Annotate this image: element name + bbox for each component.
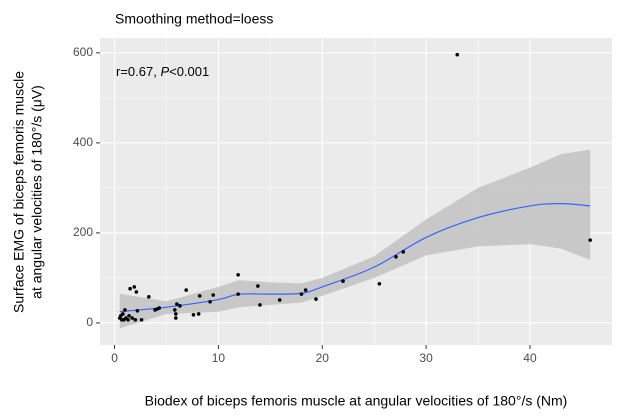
data-point xyxy=(299,292,304,296)
smooth-line xyxy=(119,203,591,313)
data-point xyxy=(196,312,201,316)
data-point xyxy=(175,302,179,306)
data-point xyxy=(130,316,134,320)
data-point xyxy=(258,303,262,307)
data-point xyxy=(208,299,212,304)
data-point xyxy=(174,312,178,316)
data-point xyxy=(128,286,132,291)
annotation-text: r=0.67, xyxy=(116,64,160,79)
data-point xyxy=(314,297,318,301)
annotation-text: <0.001 xyxy=(169,64,209,79)
y-tick-label: 200 xyxy=(73,225,93,239)
data-point xyxy=(139,317,144,322)
data-point xyxy=(134,290,139,294)
data-point xyxy=(172,308,177,312)
data-point xyxy=(126,317,130,322)
annotation-italic: P xyxy=(160,64,169,79)
data-point xyxy=(174,316,178,320)
chart-title: Smoothing method=loess xyxy=(115,11,273,27)
data-point xyxy=(135,308,140,313)
data-point xyxy=(303,288,308,292)
data-point xyxy=(236,272,240,277)
data-point xyxy=(197,294,202,298)
y-tick-label: 0 xyxy=(86,315,93,329)
data-point xyxy=(401,250,406,254)
x-tick-label: 30 xyxy=(419,351,433,365)
data-point xyxy=(184,288,188,292)
y-tick-label: 600 xyxy=(73,45,93,59)
data-point xyxy=(121,312,125,316)
data-point xyxy=(211,293,216,297)
data-point xyxy=(191,313,196,317)
x-axis-label: Biodex of biceps femoris muscle at angul… xyxy=(145,393,568,409)
x-tick-label: 20 xyxy=(316,351,330,365)
data-point xyxy=(588,238,592,242)
x-tick-label: 10 xyxy=(212,351,226,365)
data-point xyxy=(277,298,282,302)
data-point xyxy=(133,317,138,322)
data-point xyxy=(256,284,260,288)
confidence-band xyxy=(119,149,591,329)
data-point xyxy=(178,304,182,308)
data-point xyxy=(341,279,345,283)
data-point xyxy=(455,52,460,57)
data-point xyxy=(123,308,127,312)
y-axis-label: Surface EMG of biceps femoris muscle xyxy=(11,71,27,313)
y-axis-label: at angular velocities of 180°/s (μV) xyxy=(29,85,45,299)
data-point xyxy=(394,254,398,259)
data-point xyxy=(127,313,131,318)
x-tick-label: 0 xyxy=(111,351,118,365)
data-point xyxy=(377,281,382,286)
y-tick-label: 400 xyxy=(73,135,93,149)
data-point xyxy=(132,285,137,289)
x-tick-label: 40 xyxy=(523,351,537,365)
data-point xyxy=(157,306,161,310)
data-point xyxy=(147,295,151,299)
data-point xyxy=(236,292,240,296)
annotation: r=0.67, P<0.001 xyxy=(116,64,209,79)
